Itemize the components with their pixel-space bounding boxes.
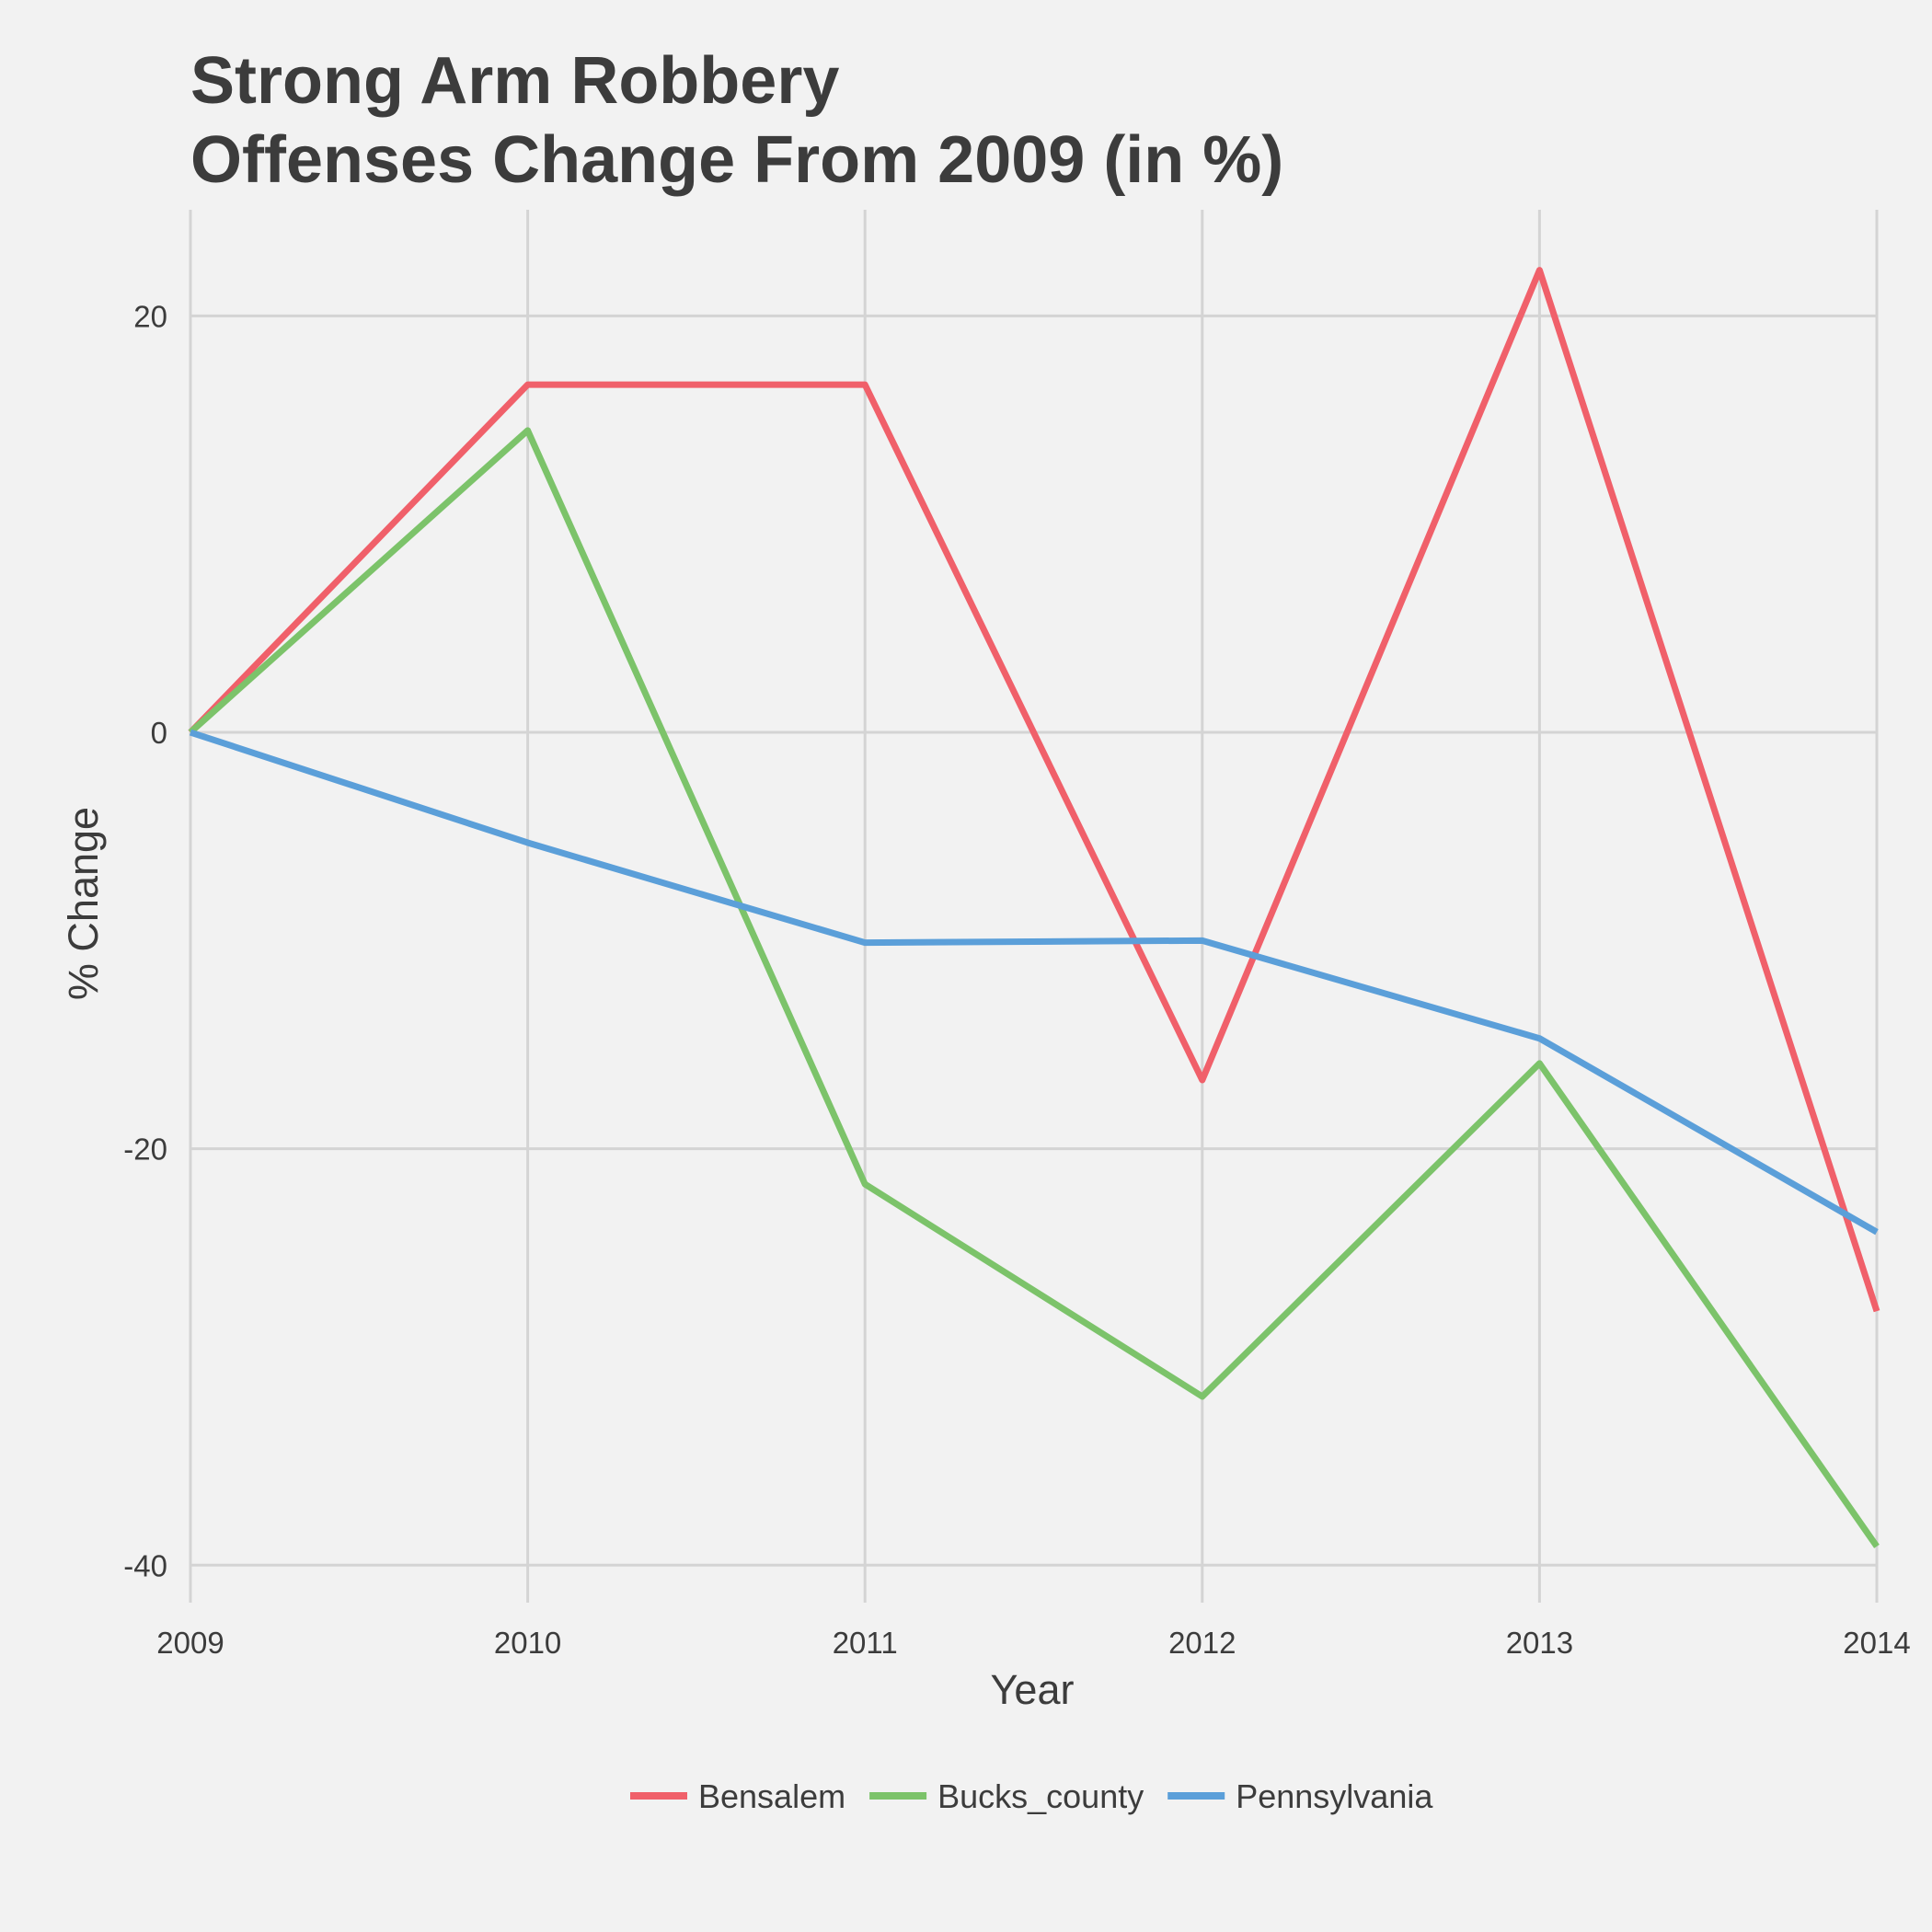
x-tick-label: 2014 bbox=[1843, 1626, 1910, 1660]
grid bbox=[189, 210, 1879, 1603]
x-axis-title: Year bbox=[991, 1666, 1075, 1713]
x-tick-label: 2012 bbox=[1168, 1626, 1236, 1660]
x-tick-label: 2013 bbox=[1506, 1626, 1573, 1660]
chart-title-line-1: Strong Arm Robbery bbox=[190, 44, 839, 118]
series-line-bucks-county bbox=[188, 427, 1880, 1548]
legend-item: Pennsylvania bbox=[1167, 1777, 1433, 1815]
y-tick-label: -20 bbox=[123, 1133, 167, 1167]
y-tick-label: 0 bbox=[151, 716, 167, 750]
x-tick-label: 2009 bbox=[156, 1626, 224, 1660]
x-tick-label: 2011 bbox=[833, 1626, 898, 1660]
chart-title-line-2: Offenses Change From 2009 (in %) bbox=[190, 123, 1283, 197]
legend-label: Bucks_county bbox=[937, 1777, 1144, 1815]
x-tick-label: 2010 bbox=[494, 1626, 561, 1660]
legend-item: Bucks_county bbox=[869, 1777, 1144, 1815]
legend-label: Pennsylvania bbox=[1236, 1777, 1433, 1815]
y-tick-label: -40 bbox=[123, 1548, 167, 1582]
tick-labels: 2009 2010 2011 2012 2013 2014 20 0 -20 -40 bbox=[123, 299, 1910, 1660]
series-group bbox=[188, 267, 1880, 1548]
y-tick-label: 20 bbox=[133, 299, 167, 333]
y-axis-title: % Change bbox=[60, 807, 107, 1000]
series-line-pennsylvania bbox=[189, 729, 1879, 1236]
legend: Bensalem Bucks_county Pennsylvania bbox=[630, 1777, 1433, 1815]
legend-item: Bensalem bbox=[630, 1777, 845, 1815]
legend-label: Bensalem bbox=[698, 1777, 845, 1815]
series-line-bensalem bbox=[188, 267, 1880, 1313]
